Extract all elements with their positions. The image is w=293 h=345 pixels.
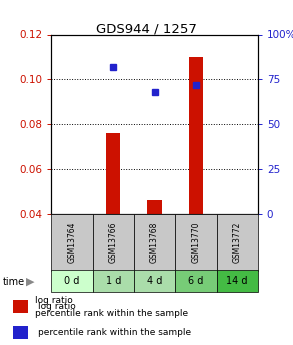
Text: percentile rank within the sample: percentile rank within the sample bbox=[38, 328, 191, 337]
Bar bbox=[13, 300, 28, 313]
Bar bbox=[175, 214, 217, 271]
Text: 6 d: 6 d bbox=[188, 276, 204, 286]
Text: ▶: ▶ bbox=[26, 277, 35, 287]
Text: GSM13766: GSM13766 bbox=[109, 221, 118, 263]
Text: GSM13770: GSM13770 bbox=[191, 221, 200, 263]
Bar bbox=[13, 326, 28, 339]
Bar bbox=[106, 133, 120, 214]
Text: percentile rank within the sample: percentile rank within the sample bbox=[35, 309, 188, 318]
Bar bbox=[93, 214, 134, 271]
Bar bbox=[189, 57, 203, 214]
Text: GSM13768: GSM13768 bbox=[150, 222, 159, 263]
Bar bbox=[217, 270, 258, 292]
Text: GSM13764: GSM13764 bbox=[67, 221, 76, 263]
Text: 14 d: 14 d bbox=[226, 276, 248, 286]
Bar bbox=[217, 214, 258, 271]
Text: time: time bbox=[3, 277, 25, 287]
Bar bbox=[93, 270, 134, 292]
Bar bbox=[175, 270, 217, 292]
Text: 4 d: 4 d bbox=[147, 276, 162, 286]
Text: log ratio: log ratio bbox=[35, 296, 73, 305]
Text: 0 d: 0 d bbox=[64, 276, 80, 286]
Text: GDS944 / 1257: GDS944 / 1257 bbox=[96, 22, 197, 36]
Bar bbox=[134, 270, 175, 292]
Bar bbox=[134, 214, 175, 271]
Bar bbox=[51, 214, 93, 271]
Text: log ratio: log ratio bbox=[38, 302, 76, 311]
Bar bbox=[147, 200, 162, 214]
Text: GSM13772: GSM13772 bbox=[233, 222, 242, 263]
Bar bbox=[51, 270, 93, 292]
Text: 1 d: 1 d bbox=[105, 276, 121, 286]
